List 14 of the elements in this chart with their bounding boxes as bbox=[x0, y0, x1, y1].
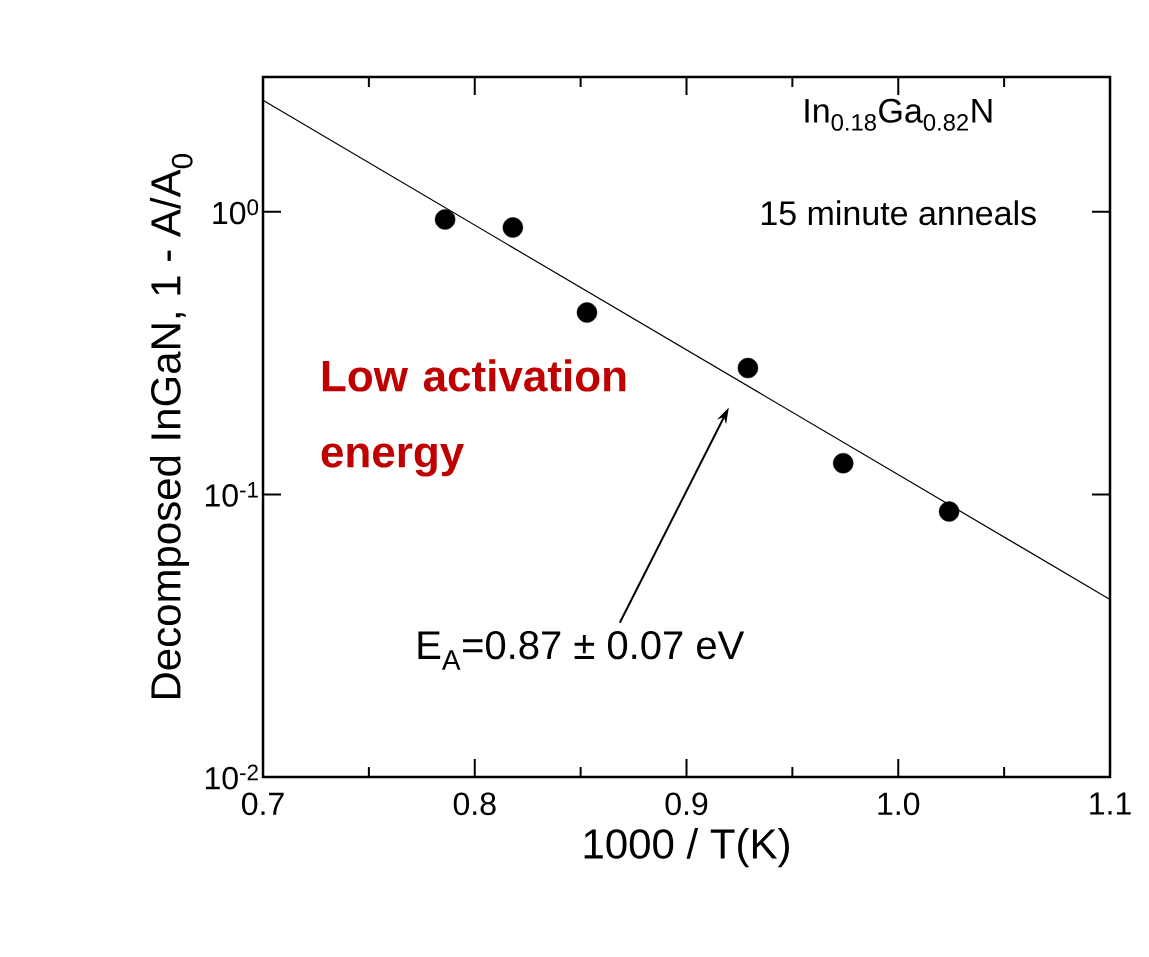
y-tick-label: 10$^{-1}$ bbox=[205, 482, 258, 507]
x-tick-label: 0.7 bbox=[242, 792, 284, 816]
annotation: E$_{A}$=0.87 ± 0.07 eV bbox=[418, 630, 745, 670]
x-tick-label: 0.8 bbox=[453, 792, 496, 816]
x-tick-label: 1.0 bbox=[878, 792, 920, 816]
x-tick-label: 1.1 bbox=[1090, 792, 1131, 815]
x-axis-title: 1000 / T(K) bbox=[584, 828, 789, 868]
annotation: 15 minute anneals bbox=[761, 200, 1036, 226]
y-tick-label: 10$^{0}$ bbox=[213, 199, 259, 225]
annotation: In$_{0.18}$Ga$_{0.82}$N bbox=[805, 98, 992, 131]
x-tick-label: 0.9 bbox=[665, 792, 708, 816]
y-axis-title: Decomposed InGaN, 1 - A/A$_{0}$ bbox=[149, 154, 193, 699]
annotation: Low activation energy bbox=[321, 359, 626, 477]
y-tick-label: 10$^{-2}$ bbox=[205, 764, 258, 790]
